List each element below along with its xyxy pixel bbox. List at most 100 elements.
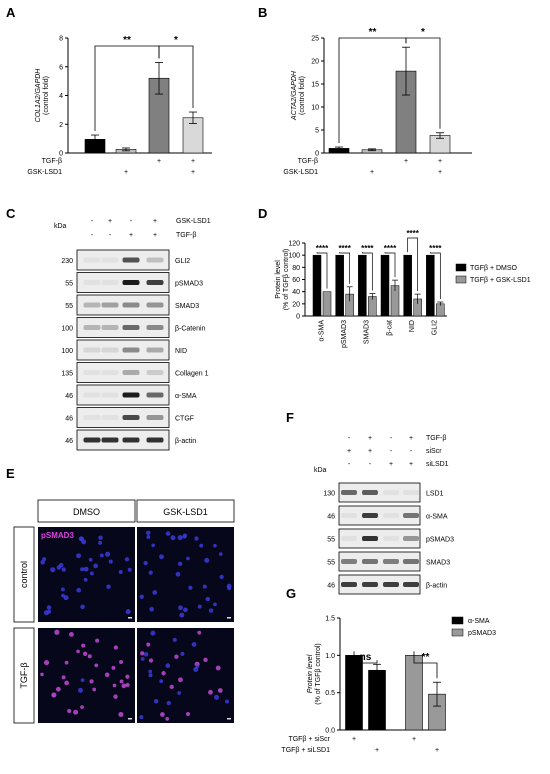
panel-f-condition-mark: - xyxy=(369,461,372,468)
panel-a-sig-label: * xyxy=(174,35,178,46)
panel-c-condition-mark: + xyxy=(108,218,112,225)
panel-a-y-label: COL1A2/GAPDH xyxy=(35,68,42,123)
panel-e-nucleus xyxy=(61,567,66,572)
panel-letter-e: E xyxy=(6,466,15,481)
panel-d-y-tick-label: 40 xyxy=(292,289,300,296)
panel-e-nucleus xyxy=(113,645,119,650)
panel-e-nucleus xyxy=(174,654,179,659)
panel-f-band xyxy=(362,559,378,564)
panel-c-kda-value: 46 xyxy=(65,438,73,445)
panel-g-sig-bracket xyxy=(413,651,438,679)
panel-letter-b: B xyxy=(258,5,267,20)
panel-e-nucleus xyxy=(51,692,57,698)
panel-e-nucleus xyxy=(140,651,145,656)
panel-e-nucleus xyxy=(186,556,190,561)
panel-d-bar xyxy=(436,303,445,317)
panel-e-scale-bar xyxy=(128,617,132,619)
panel-e-nucleus xyxy=(121,683,127,689)
panel-a-condition-mark: + xyxy=(157,158,161,165)
panel-c-blot-strip xyxy=(76,362,170,383)
panel-d-category-label: SMAD3 xyxy=(364,320,371,344)
panel-e-nucleus xyxy=(160,712,165,717)
panel-e-nucleus xyxy=(165,717,170,721)
panel-f-band xyxy=(383,490,399,495)
panel-g-condition-label: TGFβ + siLSD1 xyxy=(281,747,330,754)
panel-e-nucleus xyxy=(178,605,183,611)
panel-e-nucleus xyxy=(113,694,118,699)
panel-c-band xyxy=(83,415,101,420)
panel-e-nucleus xyxy=(195,664,200,669)
panel-d-y-tick-label: 80 xyxy=(292,265,300,272)
panel-f-kda-value: 130 xyxy=(323,491,335,498)
panel-d-legend-swatch xyxy=(455,275,467,284)
panel-d-sig-bracket xyxy=(429,252,441,300)
panel-f-condition-mark: - xyxy=(390,448,393,455)
panel-e-nucleus xyxy=(93,563,99,569)
panel-d-bar xyxy=(312,254,322,317)
panel-b-sig-label: ** xyxy=(369,27,377,38)
panel-c-band xyxy=(83,325,101,330)
panel-e-nucleus xyxy=(92,687,97,692)
panel-b-condition-mark: + xyxy=(438,158,442,165)
panel-e-nucleus xyxy=(182,534,187,539)
panel-f-blot-strip xyxy=(338,482,421,503)
panel-a-condition-label: GSK-LSD1 xyxy=(27,169,62,176)
panel-e-nucleus xyxy=(188,585,193,590)
panel-e-nucleus xyxy=(69,631,74,637)
panel-b-sig-bracket xyxy=(405,37,441,129)
panel-e-nucleus xyxy=(213,543,217,548)
panel-e-nucleus xyxy=(177,691,182,695)
panel-e-nucleus xyxy=(202,584,207,589)
panel-e-nucleus xyxy=(169,684,174,690)
panel-c-kda-value: 230 xyxy=(61,258,73,265)
panel-e-nucleus xyxy=(95,638,100,643)
panel-e-nucleus xyxy=(50,567,56,573)
panel-f-condition-mark: + xyxy=(368,448,372,455)
panel-d-y-tick-label: 0 xyxy=(296,314,300,321)
panel-e-nucleus xyxy=(152,590,158,595)
panel-e-nucleus xyxy=(166,700,172,706)
panel-e-nucleus xyxy=(89,679,94,684)
panel-e-nucleus xyxy=(165,531,171,536)
panel-e-scale-bar xyxy=(227,718,231,720)
panel-e-nucleus xyxy=(161,671,166,676)
panel-c-kda-value: 46 xyxy=(65,393,73,400)
panel-e-nucleus xyxy=(208,608,214,613)
panel-e-nucleus xyxy=(179,612,185,618)
panel-c-band xyxy=(83,392,101,398)
panel-c-band-label: CTGF xyxy=(175,416,194,423)
panel-e-nucleus xyxy=(127,567,132,572)
panel-f-blot-strip xyxy=(338,551,421,572)
panel-e-nucleus xyxy=(140,657,145,661)
panel-e-nucleus xyxy=(146,534,151,539)
panel-d-y-label-unit: (% of TGFβ control) xyxy=(283,249,290,310)
panel-d-sig-bracket xyxy=(316,252,328,289)
panel-c-band xyxy=(122,302,140,308)
panel-d-y-tick-label: 60 xyxy=(292,277,300,284)
panel-e-row-label: control xyxy=(19,561,29,588)
panel-f-band xyxy=(403,582,419,587)
panel-f-band xyxy=(341,559,357,564)
panel-g-y-tick-label: 1.0 xyxy=(325,653,335,660)
panel-f-band xyxy=(362,536,378,541)
panel-d-sig-label: **** xyxy=(361,244,374,253)
panel-c-band-label: pSMAD3 xyxy=(175,281,203,288)
panel-f-blot-strip xyxy=(338,528,421,549)
panel-e-nucleus xyxy=(143,560,148,566)
panel-e-nucleus xyxy=(83,566,89,572)
panel-f-band xyxy=(383,513,399,518)
panel-e-nucleus xyxy=(197,630,202,635)
panel-c-band xyxy=(146,280,164,285)
panel-f-band-label: α-SMA xyxy=(426,514,448,521)
panel-d-category-label: α-SMA xyxy=(318,320,325,342)
panel-c-band xyxy=(83,370,101,375)
panel-c-condition-mark: - xyxy=(109,232,112,239)
panel-f-band xyxy=(341,582,357,587)
panel-e-nucleus xyxy=(64,680,69,686)
panel-c-condition-mark: + xyxy=(129,232,133,239)
panel-d-y-label: Protein level xyxy=(275,260,282,299)
panel-b-y-label-unit: (control fold) xyxy=(299,76,306,115)
panel-c-condition-label: TGF-β xyxy=(176,232,196,239)
